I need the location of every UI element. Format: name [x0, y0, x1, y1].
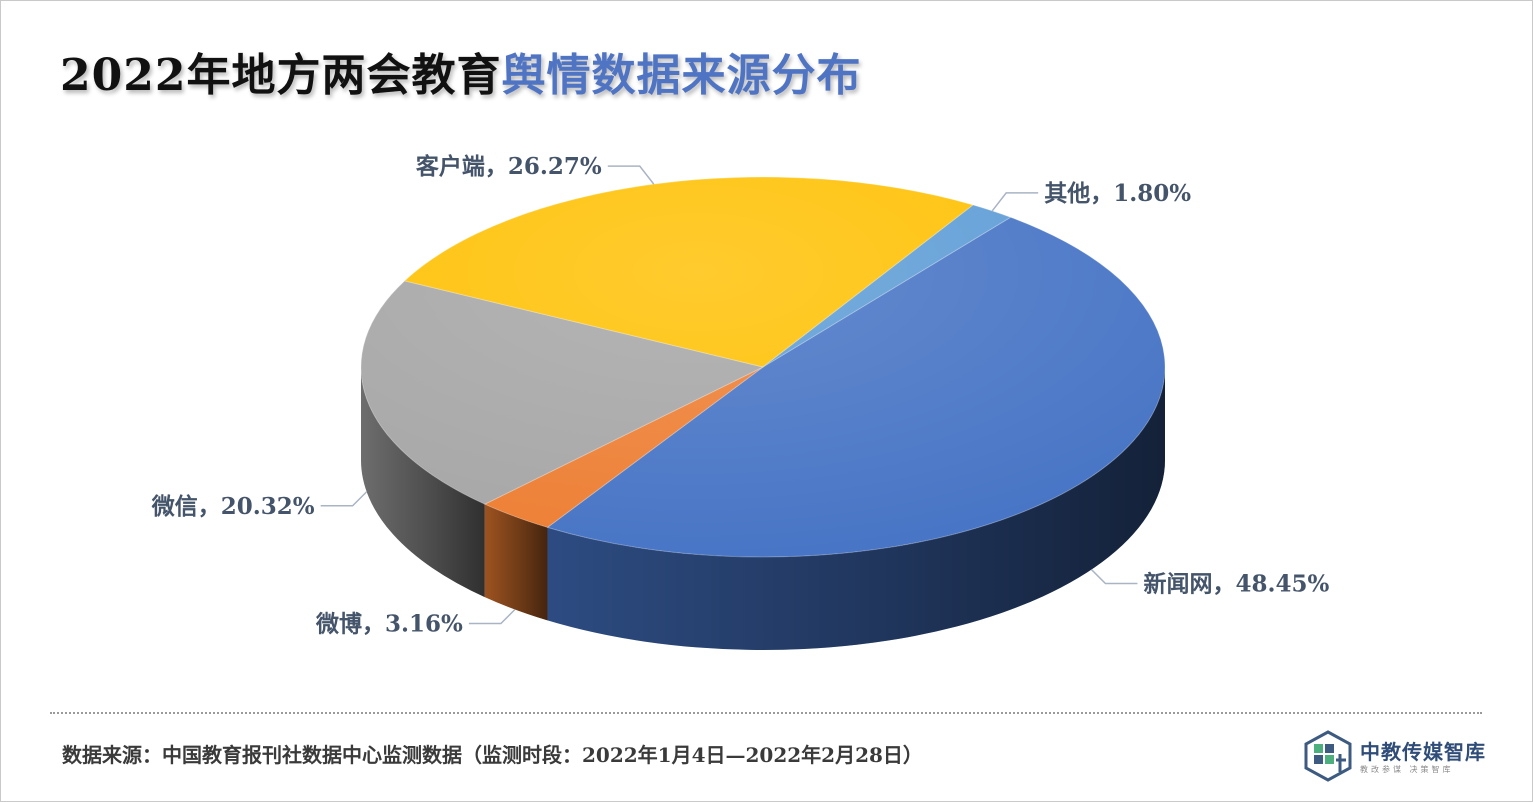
logo: 中教传媒智库 教改参谋 决策智库	[1302, 730, 1502, 786]
chart-title-part2: 舆情数据来源分布	[501, 50, 862, 101]
logo-name: 中教传媒智库	[1360, 740, 1486, 764]
leader-line-1	[468, 608, 516, 625]
pie-sides	[361, 367, 1165, 650]
chart-title-part1: 2022年地方两会教育	[60, 50, 502, 101]
leader-line-2	[320, 491, 368, 507]
source-note: 数据来源：中国教育报刊社数据中心监测数据（监测时段：2022年1月4日—2022…	[62, 743, 923, 767]
data-label-3: 客户端，26.27%	[416, 153, 602, 180]
logo-mark-icon	[1304, 730, 1352, 782]
pie-labels: 新闻网，48.45% 微博，3.16% 微信，20.32% 客户端，26.27% 其他，…	[151, 153, 1330, 637]
leader-line-4	[991, 192, 1039, 212]
leader-line-0	[1090, 569, 1138, 585]
data-label-2: 微信，20.32%	[151, 493, 315, 520]
pie-side-shade-1	[484, 504, 548, 621]
divider	[50, 712, 1482, 714]
data-label-1: 微博，3.16%	[315, 611, 463, 638]
data-label-4: 其他，1.80%	[1044, 180, 1191, 207]
pie-chart: 新闻网，48.45% 微博，3.16% 微信，20.32% 客户端，26.27% 其他，…	[151, 153, 1330, 650]
pie-side-shade-2	[361, 367, 485, 598]
chart-title: 2022年地方两会教育舆情数据来源分布	[60, 46, 861, 106]
pie-side-shade-0	[547, 367, 1165, 650]
pie-top-shine	[361, 177, 1165, 557]
logo-slogan: 教改参谋 决策智库	[1360, 765, 1454, 774]
pie-tops	[360, 176, 1166, 558]
data-label-0: 新闻网，48.45%	[1143, 571, 1329, 598]
leader-line-3	[607, 165, 655, 185]
